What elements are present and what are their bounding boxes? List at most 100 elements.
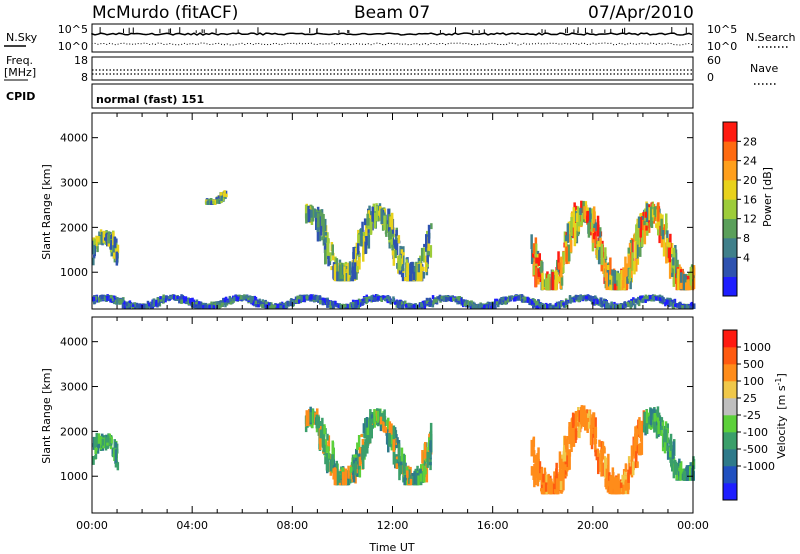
echo-cell [106,442,109,446]
echo-cell [372,297,376,301]
echo-cell [395,463,399,469]
echo-cell [425,297,429,303]
echo-cell [675,466,678,475]
echo-cell [396,303,400,308]
echo-cell [436,296,440,300]
echo-cell [423,243,426,248]
echo-cell [664,301,667,307]
echo-cell [532,450,536,463]
echo-cell [590,296,593,300]
echo-cell [353,259,357,280]
echo-cell [357,234,360,246]
echo-cell [348,303,352,309]
echo-cell [532,303,535,309]
colorbar-swatch [723,180,737,200]
freq-left-tick-top: 18 [74,54,88,67]
echo-cell [541,488,544,493]
echo-cell [383,416,387,423]
echo-cell [392,450,396,465]
echo-cell [242,295,246,300]
echo-cell [92,257,95,266]
echo-cell [673,298,677,304]
echo-cell [693,303,696,308]
echo-cell [162,294,165,300]
echo-cell [233,296,236,302]
echo-cell [668,257,672,279]
echo-cell [397,235,401,244]
echo-cell [648,207,651,221]
echo-cell [672,441,675,456]
echo-cell [321,236,324,241]
echo-cell [362,245,365,262]
echo-cell [323,298,326,304]
echo-cell [95,299,98,303]
echo-cell [540,468,543,485]
echo-cell [613,488,616,495]
echo-cell [577,422,580,427]
echo-cell [587,216,591,238]
echo-cell [568,422,571,438]
echo-cell [555,272,559,285]
nsearch-trace [91,42,693,46]
echo-cell [432,300,435,305]
echo-cell [107,231,111,244]
cpid-panel: CPID normal (fast) 151 [6,83,694,109]
echo-cell [640,298,643,303]
echo-cell [403,462,406,474]
echo-cell [315,217,318,230]
echo-cell [683,304,687,309]
echo-cell [531,300,534,305]
echo-cell [658,217,661,226]
colorbar-swatch [723,449,737,467]
echo-cell [282,304,286,309]
echo-cell [305,296,308,300]
echo-cell [93,238,96,246]
velocity-panel: 1000 2000 3000 4000 00:00 04:00 08:00 12:00 16:… [40,316,788,554]
echo-cell [635,224,638,239]
echo-cell [536,470,540,487]
echo-cell [683,273,686,291]
echo-cell [602,300,605,304]
echo-cell [257,300,260,304]
echo-cell [96,444,100,454]
echo-cell [592,233,596,240]
echo-cell [310,294,313,300]
echo-cell [203,305,207,309]
echo-cell [360,434,363,438]
echo-cell [488,301,491,305]
echo-cell [613,283,617,291]
echo-cell [263,302,266,308]
echo-cell [562,447,566,457]
echo-cell [553,489,557,494]
echo-cell [390,447,394,451]
echo-cell [451,295,454,300]
echo-cell [339,304,342,309]
echo-cell [326,242,329,249]
echo-cell [567,449,570,471]
echo-cell [112,231,115,246]
echo-cell [615,304,618,309]
echo-cell [116,462,120,471]
echo-cell [346,473,349,486]
echo-cell [488,305,491,309]
echo-cell [197,301,201,305]
echo-cell [316,225,320,242]
echo-cell [384,231,388,235]
echo-cell [490,305,493,309]
power-colorbar-label: Power [dB] [761,167,774,227]
echo-cell [368,298,372,302]
echo-cell [672,266,676,287]
echo-cell [247,297,250,301]
echo-cell [361,298,364,302]
echo-cell [657,420,660,435]
echo-cell [670,243,674,255]
echo-cell [425,463,429,483]
echo-cell [559,273,562,289]
colorbar-swatch [723,415,737,433]
echo-cell [261,303,264,308]
echo-cell [324,232,327,236]
echo-cell [594,222,598,231]
echo-cell [362,231,366,240]
echo-cell [639,420,642,438]
echo-cell [643,223,647,245]
